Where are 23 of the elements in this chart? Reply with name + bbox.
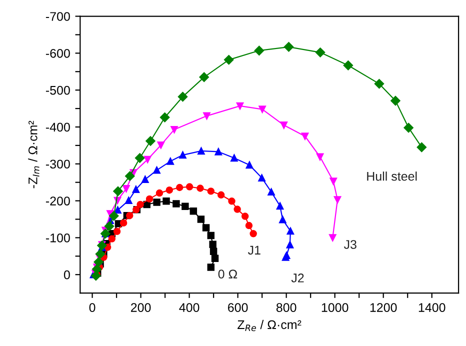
x-tick-label: 600: [228, 303, 248, 312]
y-tick-label: 0: [64, 270, 70, 280]
y-tick-label: -400: [46, 122, 70, 132]
y-tick-label: -700: [46, 12, 70, 21]
x-tick-label: 400: [179, 303, 200, 312]
x-axis-title: Z$_{Re}$ / Ω·cm²: [238, 320, 302, 332]
series-label: 0 Ω: [218, 270, 238, 278]
series-label: J2: [291, 274, 304, 282]
y-axis-title: -Z$_{Im}$ / Ω·cm²: [28, 120, 40, 188]
x-tick-label: 800: [276, 303, 296, 312]
y-tick-label: -600: [46, 48, 70, 58]
y-tick-label: -200: [46, 196, 70, 206]
x-tick-label: 1000: [322, 303, 348, 312]
x-tick-label: 1400: [418, 303, 446, 312]
series-label: J1: [248, 246, 260, 255]
y-tick-label: -300: [46, 160, 70, 169]
series-label: J3: [344, 240, 356, 249]
y-tick-label: -500: [46, 86, 70, 95]
x-tick-label: 1200: [370, 303, 397, 312]
x-tick-label: 200: [130, 303, 151, 312]
series-label: Hull steel: [367, 172, 417, 181]
x-tick-label: 0: [89, 303, 96, 312]
y-tick-label: -100: [46, 234, 70, 242]
